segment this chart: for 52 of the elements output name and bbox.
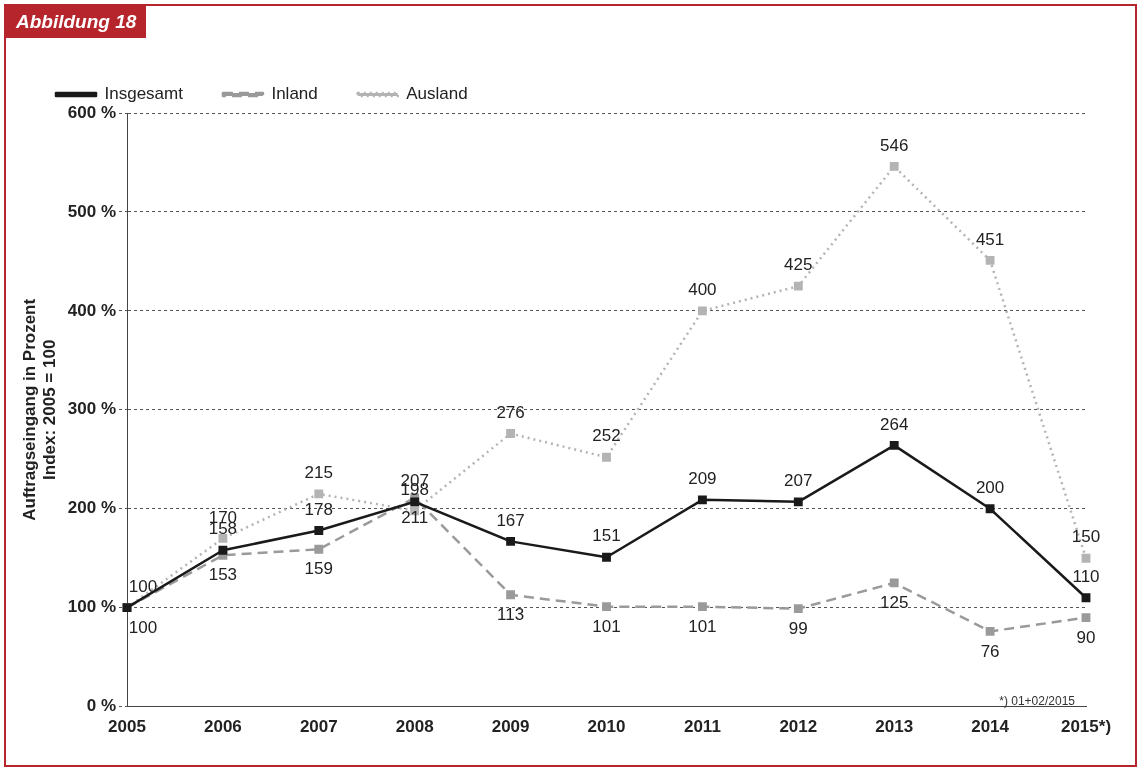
data-label: 451 (975, 229, 1005, 249)
x-tick-label: 2014 (971, 717, 1010, 737)
data-label: 159 (304, 559, 333, 579)
x-tick-label: 2015*) (1060, 717, 1112, 737)
x-tick-label: 2005 (108, 717, 146, 737)
data-label: 125 (880, 593, 909, 613)
data-label: 178 (304, 499, 333, 519)
y-tick-label: 400 % (67, 300, 116, 320)
data-label: 113 (497, 604, 525, 624)
legend-label: Insgesamt (104, 84, 184, 104)
data-label: 150 (1071, 527, 1101, 547)
data-label: 425 (784, 255, 813, 275)
data-label: 215 (304, 463, 333, 483)
y-tick-label: 500 % (67, 201, 116, 221)
data-label: 101 (688, 616, 717, 636)
data-label: 76 (980, 641, 1000, 661)
data-label: 276 (496, 402, 525, 422)
data-label: 110 (1072, 566, 1100, 586)
data-label: 100 (128, 617, 158, 637)
data-label: 209 (688, 469, 717, 489)
x-tick-label: 2011 (683, 717, 721, 737)
x-tick-label: 2008 (395, 717, 434, 737)
legend-label: Inland (271, 84, 318, 104)
y-tick-label: 600 % (67, 102, 116, 122)
x-tick-label: 2010 (587, 717, 626, 737)
data-label: 151 (592, 526, 621, 546)
y-tick-label: 200 % (67, 498, 116, 518)
legend-label: Ausland (406, 84, 468, 104)
chart-title: Abbildung 18 (6, 6, 147, 38)
data-label: 252 (592, 426, 621, 446)
x-tick-label: 2013 (875, 717, 914, 737)
data-label: 167 (496, 510, 525, 530)
x-tick-label: 2006 (203, 717, 242, 737)
data-label: 400 (688, 280, 717, 300)
data-label: 200 (975, 477, 1005, 497)
data-label: 211 (401, 508, 429, 528)
y-tick-label: 300 % (67, 399, 116, 419)
y-axis-title: Auftragseingang in Prozent Index: 2005 = 100 (19, 298, 60, 521)
data-label: 101 (592, 616, 621, 636)
data-label: 207 (784, 471, 813, 490)
data-label: 264 (880, 414, 909, 434)
y-tick-label: 0 % (86, 696, 116, 716)
annotation: *) 01+02/2015 (999, 694, 1075, 708)
x-tick-label: 2009 (491, 717, 530, 737)
data-label: 100 (128, 576, 158, 596)
data-label: 153 (208, 565, 238, 585)
y-tick-label: 100 % (67, 597, 116, 617)
data-label: 90 (1076, 627, 1096, 647)
data-label: 99 (788, 618, 808, 638)
x-tick-label: 2007 (299, 717, 338, 737)
x-tick-label: 2012 (779, 717, 818, 737)
data-label: 546 (880, 135, 909, 155)
